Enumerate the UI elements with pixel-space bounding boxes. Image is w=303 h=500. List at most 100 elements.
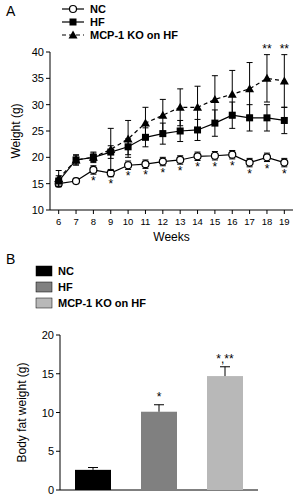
data-point xyxy=(72,155,81,163)
y-tick-label: 15 xyxy=(32,178,44,190)
y-tick-label: 10 xyxy=(42,407,54,419)
y-tick-label: 35 xyxy=(32,72,44,84)
x-tick xyxy=(128,210,129,214)
panel-label: A xyxy=(6,3,16,19)
annotation: * xyxy=(265,162,270,176)
data-point xyxy=(141,119,150,127)
x-tick-label: 15 xyxy=(210,216,221,227)
legend-label: MCP-1 KO on HF xyxy=(58,297,146,309)
x-axis-label: Weeks xyxy=(153,230,189,244)
data-point xyxy=(73,178,80,185)
y-tick-label: 5 xyxy=(48,445,54,457)
error-bar xyxy=(264,105,270,131)
data-point xyxy=(281,117,288,124)
x-tick xyxy=(249,210,250,214)
data-point xyxy=(159,158,166,165)
legend-label: NC xyxy=(90,3,106,15)
x-tick xyxy=(266,210,267,214)
y-tick xyxy=(46,183,50,184)
y-tick-label: 30 xyxy=(32,99,44,111)
data-point xyxy=(245,84,254,92)
x-tick xyxy=(214,210,215,214)
annotation: *,** xyxy=(216,352,234,366)
legend-marker xyxy=(70,19,77,26)
bar xyxy=(141,412,177,490)
y-tick-label: 40 xyxy=(32,46,44,58)
data-point xyxy=(194,153,201,160)
annotation: ** xyxy=(280,42,290,56)
y-tick xyxy=(56,373,60,374)
x-tick xyxy=(76,210,77,214)
y-tick xyxy=(56,451,60,452)
x-tick xyxy=(58,210,59,214)
y-tick xyxy=(46,104,50,105)
legend-label: HF xyxy=(90,16,105,28)
data-point xyxy=(211,152,218,159)
data-point xyxy=(280,76,289,84)
x-tick-label: 9 xyxy=(108,216,113,227)
annotation: * xyxy=(282,167,287,181)
error-bar xyxy=(125,161,131,169)
annotation: * xyxy=(195,160,200,174)
y-axis-label: Body fat weight (g) xyxy=(15,362,29,462)
annotation: * xyxy=(160,166,165,180)
x-tick xyxy=(162,210,163,214)
x-tick xyxy=(197,210,198,214)
data-point xyxy=(228,90,237,98)
data-point xyxy=(246,159,253,166)
data-point xyxy=(281,159,288,166)
y-tick xyxy=(46,157,50,158)
x-tick-label: 16 xyxy=(227,216,238,227)
annotation: ** xyxy=(262,42,272,56)
series-line xyxy=(59,115,285,181)
y-tick-label: 20 xyxy=(42,329,54,341)
legend-label: HF xyxy=(58,281,73,293)
error-bar xyxy=(154,405,164,412)
y-tick xyxy=(56,412,60,413)
y-axis-label: Weight (g) xyxy=(9,103,23,158)
data-point xyxy=(193,103,202,111)
x-tick-label: 11 xyxy=(141,216,151,227)
error-bar xyxy=(142,160,148,168)
data-point xyxy=(73,156,80,163)
annotation: * xyxy=(108,177,113,191)
legend-swatch xyxy=(36,266,52,276)
annotation: * xyxy=(213,160,218,174)
x-tick xyxy=(110,210,111,214)
error-bar xyxy=(177,156,183,164)
error-bar xyxy=(281,158,287,166)
x-tick-label: 17 xyxy=(244,216,255,227)
annotation: * xyxy=(126,169,131,183)
data-point xyxy=(158,111,167,119)
data-point xyxy=(124,134,133,142)
y-tick xyxy=(46,210,50,211)
legend-marker xyxy=(70,6,77,13)
data-point xyxy=(90,166,97,173)
annotation: * xyxy=(157,390,162,404)
y-tick xyxy=(46,78,50,79)
error-bar xyxy=(88,468,98,470)
legend-marker xyxy=(69,31,78,39)
x-tick-label: 7 xyxy=(73,216,78,227)
data-point xyxy=(210,95,219,103)
data-point xyxy=(176,103,185,111)
bar xyxy=(207,376,243,490)
figure: A10152025303540678910111213141516171819W… xyxy=(0,0,303,500)
x-tick-label: 14 xyxy=(192,216,203,227)
legend-swatch xyxy=(36,282,52,292)
y-tick-label: 25 xyxy=(32,125,44,137)
data-point xyxy=(177,128,184,135)
error-bar xyxy=(160,157,166,165)
error-bar xyxy=(195,152,201,160)
y-tick-label: 15 xyxy=(42,368,54,380)
annotation: * xyxy=(230,159,235,173)
data-point xyxy=(106,145,115,153)
y-tick-label: 20 xyxy=(32,151,44,163)
y-tick-label: 10 xyxy=(32,204,44,216)
x-tick-label: 10 xyxy=(123,216,134,227)
bar xyxy=(75,470,111,490)
data-point xyxy=(89,153,98,161)
error-bar xyxy=(220,367,230,376)
error-bar xyxy=(264,153,270,161)
x-tick-label: 12 xyxy=(158,216,169,227)
